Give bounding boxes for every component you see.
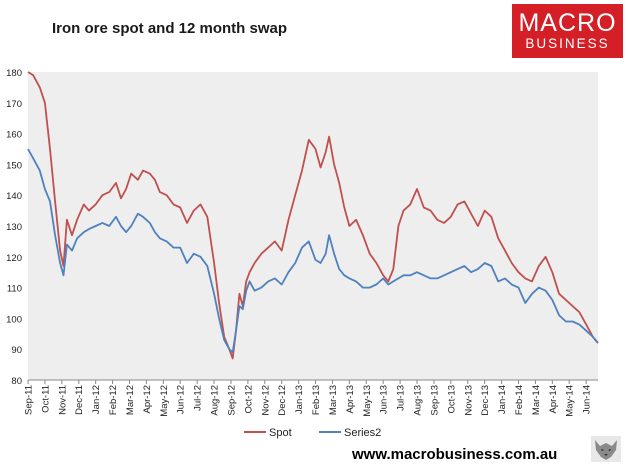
x-tick-label: Aug-13 bbox=[413, 385, 424, 416]
x-tick-label: Oct-11 bbox=[40, 385, 51, 413]
series-line-spot bbox=[27, 71, 599, 360]
x-tick-label: Apr-14 bbox=[548, 385, 559, 414]
x-tick-label: Jan-12 bbox=[91, 385, 102, 414]
x-tick-label: Mar-12 bbox=[125, 385, 136, 415]
y-tick-label: 140 bbox=[6, 191, 22, 202]
x-tick-label: Jun-12 bbox=[176, 385, 187, 414]
x-tick-label: Nov-11 bbox=[57, 385, 68, 415]
x-tick-label: Nov-13 bbox=[463, 385, 474, 416]
macrobusiness-logo: MACRO BUSINESS bbox=[512, 4, 623, 58]
x-tick-label: Jun-14 bbox=[582, 385, 593, 414]
x-tick-label: Dec-13 bbox=[480, 385, 491, 416]
plot-background bbox=[28, 72, 598, 380]
x-tick-label: May-13 bbox=[362, 385, 373, 417]
x-tick-label: May-12 bbox=[159, 385, 170, 417]
x-tick-label: Oct-12 bbox=[243, 385, 254, 414]
x-tick-label: Sep-11 bbox=[24, 385, 35, 415]
x-tick-label: Apr-12 bbox=[142, 385, 153, 414]
x-tick-label: Aug-12 bbox=[210, 385, 221, 416]
x-tick-label: Dec-12 bbox=[277, 385, 288, 416]
logo-line2: BUSINESS bbox=[525, 36, 610, 51]
y-tick-label: 100 bbox=[6, 314, 22, 325]
x-tick-label: Dec-11 bbox=[74, 385, 85, 415]
wolf-logo-icon bbox=[591, 436, 621, 462]
legend-label-spot: Spot bbox=[269, 427, 292, 439]
x-tick-label: Nov-12 bbox=[260, 385, 271, 416]
x-axis: Sep-11 Oct-11 Nov-11 Dec-11 Jan-12 Feb-12 Mar-… bbox=[24, 379, 598, 417]
legend: Spot Series2 bbox=[244, 427, 381, 439]
x-tick-label: Apr-13 bbox=[345, 385, 356, 414]
footer-url: www.macrobusiness.com.au bbox=[352, 446, 558, 463]
x-tick-label: Mar-13 bbox=[328, 385, 339, 415]
x-tick-label: May-14 bbox=[565, 385, 576, 417]
logo-line1: MACRO bbox=[518, 9, 617, 37]
x-tick-label: Jul-13 bbox=[396, 385, 407, 411]
legend-label-series2: Series2 bbox=[344, 427, 381, 439]
x-tick-label: Oct-13 bbox=[446, 385, 457, 414]
x-tick-label: Jun-13 bbox=[379, 385, 390, 414]
series-lines bbox=[27, 71, 599, 360]
x-tick-label: Mar-14 bbox=[531, 385, 542, 415]
x-tick-label: Feb-13 bbox=[311, 385, 322, 415]
y-tick-label: 80 bbox=[11, 376, 22, 387]
y-tick-label: 110 bbox=[7, 284, 22, 295]
x-tick-label: Feb-12 bbox=[108, 385, 119, 415]
y-tick-label: 90 bbox=[11, 345, 22, 356]
y-tick-label: 150 bbox=[6, 160, 22, 171]
x-tick-label: Feb-14 bbox=[514, 385, 525, 415]
chart-title: Iron ore spot and 12 month swap bbox=[52, 20, 288, 37]
y-axis: 80 90 100 110 120 130 140 150 160 170 180 bbox=[6, 68, 22, 387]
x-tick-label: Sep-12 bbox=[226, 385, 237, 416]
y-tick-label: 130 bbox=[6, 222, 22, 233]
y-tick-label: 120 bbox=[6, 253, 22, 264]
x-tick-label: Jan-13 bbox=[294, 385, 305, 414]
y-tick-label: 180 bbox=[6, 68, 22, 79]
x-tick-label: Jan-14 bbox=[497, 385, 508, 414]
x-tick-label: Sep-13 bbox=[429, 385, 440, 416]
y-tick-label: 160 bbox=[6, 130, 22, 141]
y-tick-label: 170 bbox=[6, 99, 22, 110]
series-line-series2 bbox=[27, 148, 599, 354]
x-tick-label: Jul-12 bbox=[193, 385, 204, 411]
